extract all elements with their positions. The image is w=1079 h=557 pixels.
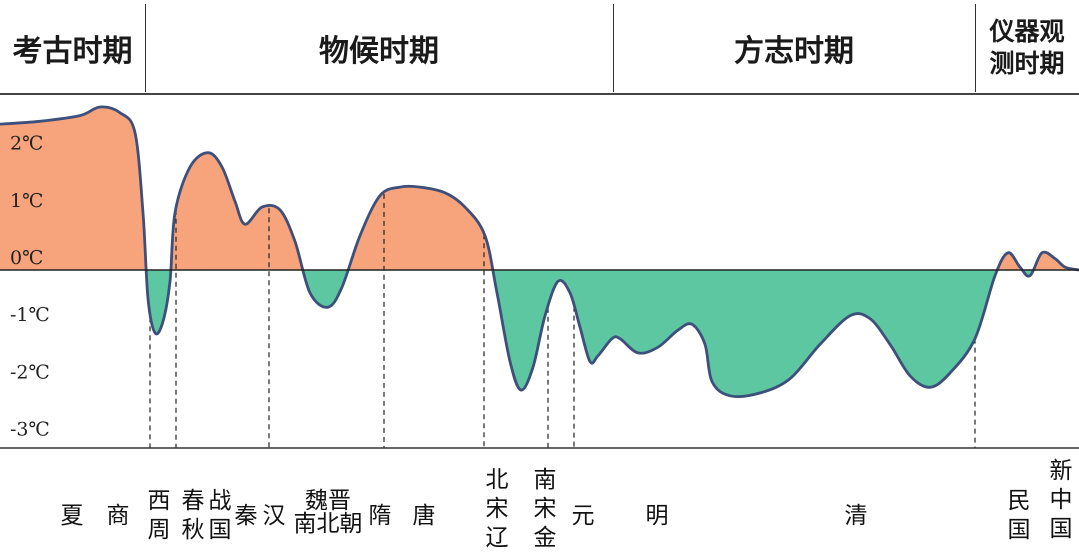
period-4-line-1: 仪器观 <box>989 17 1065 46</box>
dynasty-label-16: 宋 <box>486 496 509 522</box>
dynasty-label-19: 宋 <box>534 496 557 522</box>
period-2: 物候时期 <box>319 34 439 69</box>
temperature-areas <box>0 106 1079 397</box>
y-tick-label-7: -3℃ <box>10 419 50 441</box>
dynasty-label-4: 周 <box>148 517 171 543</box>
period-4-line-2: 测时期 <box>989 49 1065 78</box>
period-3: 方志时期 <box>734 34 854 69</box>
dynasty-label-24: 民 <box>1008 488 1031 514</box>
dynasty-label-21: 元 <box>572 503 595 529</box>
dynasty-label-26: 新 <box>1050 458 1073 484</box>
period-header: 考古时期 物候时期 方志时期 仪器观测时期 <box>0 0 1079 95</box>
y-tick-label-2: 2℃ <box>10 133 43 155</box>
y-tick-label-4: 0℃ <box>10 247 43 269</box>
dynasty-label-14: 唐 <box>413 503 436 529</box>
y-tick-label-1: 3℃ <box>10 95 43 97</box>
y-tick-label-6: -2℃ <box>10 361 50 383</box>
dynasty-label-7: 战 <box>209 488 232 514</box>
dynasty-label-8: 国 <box>209 517 232 543</box>
dynasty-label-18: 南 <box>534 467 557 493</box>
temperature-chart: 3℃2℃1℃0℃-1℃-2℃-3℃ 夏商西周春秋战国秦汉魏晋南北朝隋唐北宋辽南宋… <box>0 95 1079 551</box>
period-divider <box>975 4 976 92</box>
dynasty-label-15: 北 <box>486 467 509 493</box>
dynasty-dividers <box>149 193 976 448</box>
y-tick-label-3: 1℃ <box>10 190 43 212</box>
dynasty-label-23: 清 <box>845 503 868 529</box>
header-bottom-rule <box>0 93 1079 95</box>
dynasty-label-2: 商 <box>107 503 130 529</box>
dynasty-label-25: 国 <box>1008 517 1031 543</box>
dynasty-label-3: 西 <box>148 488 171 514</box>
period-4: 仪器观 测时期 <box>975 4 1079 92</box>
axes: 3℃ 2℃ 1℃ 0℃ -1℃ -2℃ -3℃ <box>0 95 1079 449</box>
dynasty-label-17: 辽 <box>486 525 509 551</box>
dynasty-label-5: 春 <box>182 488 205 514</box>
temperature-curve <box>0 105 1079 398</box>
period-1: 考古时期 <box>12 34 133 69</box>
dynasty-label-6: 秋 <box>182 517 205 543</box>
period-divider <box>145 4 146 92</box>
dynasty-label-11: 魏晋 <box>305 488 351 514</box>
cold-area <box>0 270 1079 397</box>
dynasty-label-9: 秦 <box>235 503 258 529</box>
dynasty-label-10: 汉 <box>263 503 286 529</box>
dynasty-label-13: 隋 <box>369 503 392 529</box>
warm-area <box>0 106 1079 270</box>
dynasty-label-20: 金 <box>534 525 557 551</box>
dynasty-label-28: 国 <box>1050 516 1073 542</box>
dynasty-label-12: 南北朝 <box>294 511 363 537</box>
dynasty-label-1: 夏 <box>61 503 84 529</box>
y-tick-label-5: -1℃ <box>10 304 50 326</box>
curve-layer <box>0 105 1079 398</box>
dynasty-label-27: 中 <box>1050 487 1073 513</box>
period-divider <box>613 4 614 92</box>
dynasty-label-22: 明 <box>646 503 669 529</box>
dynasty-labels: 夏商西周春秋战国秦 汉魏晋南北朝隋唐北宋辽南宋金元明清民国新中国 <box>61 458 1073 551</box>
